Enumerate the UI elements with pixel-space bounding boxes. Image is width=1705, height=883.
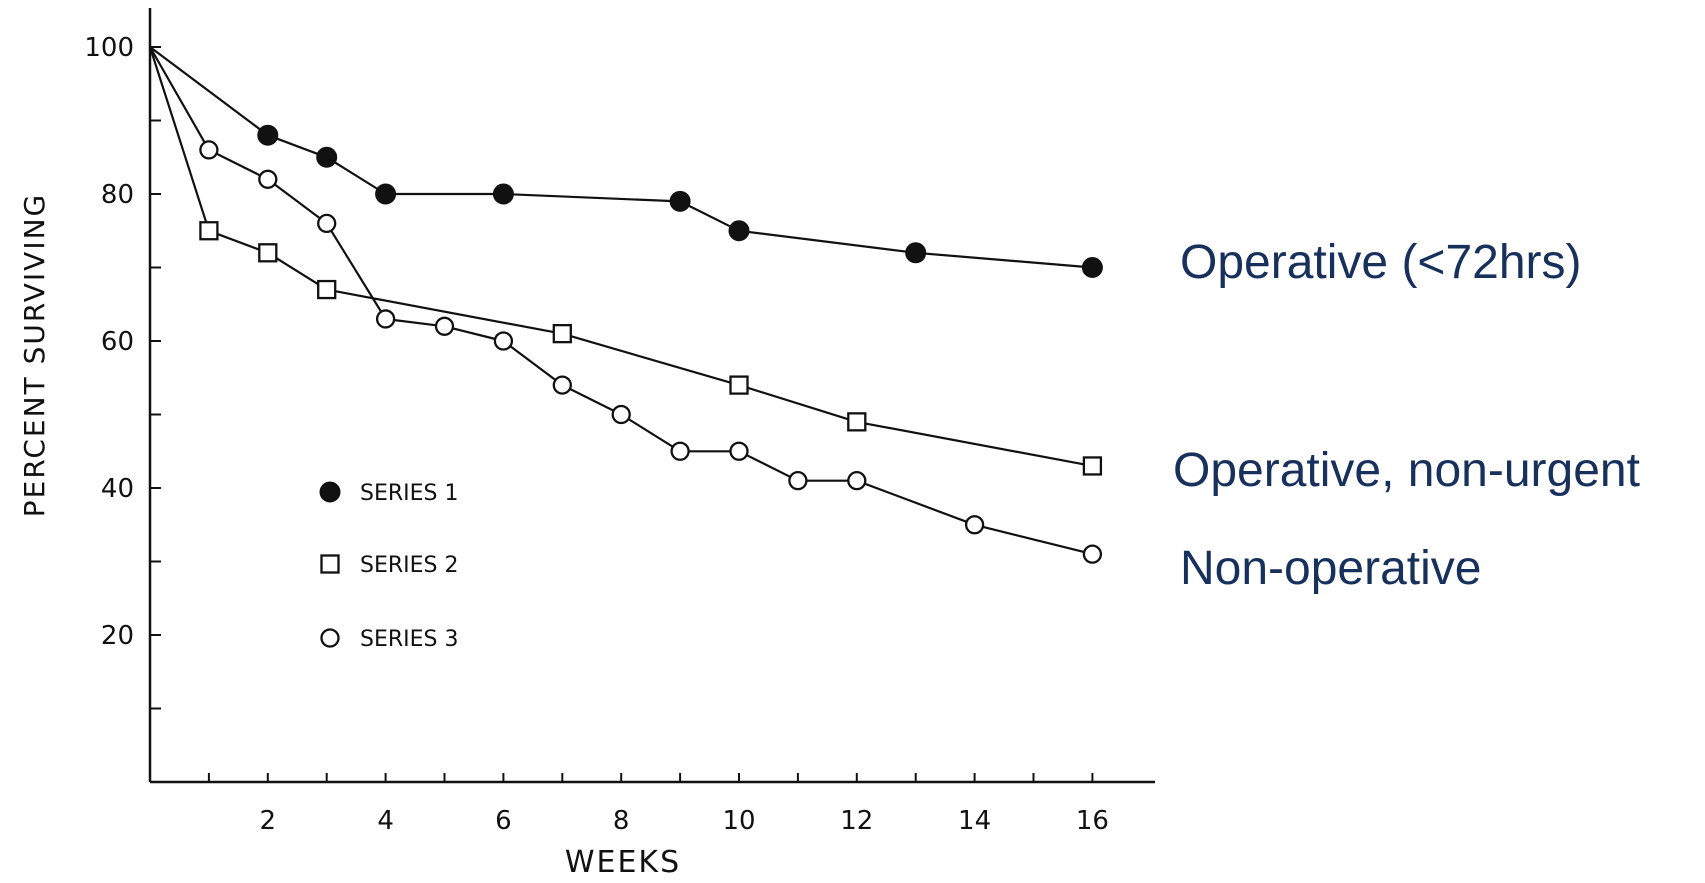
x-axis-title: WEEKS — [565, 845, 681, 880]
series-3-point — [964, 515, 985, 535]
legend: SERIES 1 SERIES 2 SERIES 3 — [319, 481, 459, 652]
x-tick-label: 6 — [495, 806, 512, 836]
series-3-point — [788, 470, 808, 491]
legend-label-1: SERIES 1 — [360, 481, 459, 506]
markers-layer — [199, 124, 1103, 564]
series-3-point — [729, 441, 749, 461]
series-2-point — [552, 323, 572, 344]
series-3-annotation: Non-operative — [1180, 542, 1482, 595]
lines-layer — [148, 46, 1093, 556]
legend-marker-1 — [319, 481, 341, 503]
x-tick-label: 12 — [840, 806, 873, 836]
x-tick-label: 16 — [1076, 806, 1109, 836]
series-1-line — [149, 46, 1093, 269]
series-3-point — [670, 441, 690, 461]
legend-label-3: SERIES 3 — [360, 627, 459, 652]
series-1-point — [316, 146, 338, 168]
y-tick-label: 60 — [101, 327, 134, 357]
series-1-point — [257, 124, 279, 146]
y-tick-label: 20 — [101, 621, 134, 651]
series-3-line — [149, 46, 1093, 556]
x-tick-label: 2 — [260, 806, 277, 836]
series-3-point — [847, 470, 867, 491]
series-2-point — [258, 243, 278, 263]
x-tick-label: 10 — [722, 806, 755, 836]
y-axis-title: PERCENT SURVIVING — [18, 193, 51, 518]
y-tick-label: 40 — [101, 474, 134, 504]
legend-marker-2 — [320, 554, 340, 574]
series-1-point — [905, 242, 927, 264]
series-3-point — [434, 316, 455, 336]
series-2-point — [729, 375, 749, 395]
annotations: Operative (<72hrs) Operative, non-urgent N… — [1173, 236, 1640, 595]
series-1-point — [1081, 257, 1103, 278]
series-3-point — [258, 169, 278, 189]
series-1-point — [375, 183, 397, 205]
series-2-point — [1082, 456, 1103, 476]
series-3-point — [1082, 544, 1103, 564]
x-tick-label: 8 — [613, 806, 630, 836]
series-2-point — [317, 279, 337, 300]
series-1-annotation: Operative (<72hrs) — [1180, 236, 1582, 289]
series-2-point — [847, 412, 867, 432]
y-tick-label: 80 — [101, 180, 134, 210]
series-3-point — [375, 309, 396, 329]
series-3-point — [199, 140, 219, 160]
series-1-point — [669, 190, 691, 212]
series-3-point — [552, 375, 572, 395]
series-1-point — [492, 183, 514, 205]
series-2-point — [199, 221, 219, 241]
x-tick-label: 4 — [377, 806, 394, 836]
x-tick-label: 14 — [958, 806, 991, 836]
legend-marker-3 — [320, 628, 340, 648]
axes-layer: 2 4 6 8 10 12 14 16 20 40 60 80 100 — [84, 8, 1155, 836]
legend-label-2: SERIES 2 — [360, 553, 459, 578]
y-tick-label: 100 — [84, 33, 134, 63]
series-3-point — [493, 331, 514, 351]
series-2-annotation: Operative, non-urgent — [1173, 444, 1640, 497]
series-2-line — [148, 46, 1093, 467]
series-3-point — [611, 404, 631, 425]
series-1-point — [728, 220, 750, 242]
series-3-point — [317, 213, 337, 234]
